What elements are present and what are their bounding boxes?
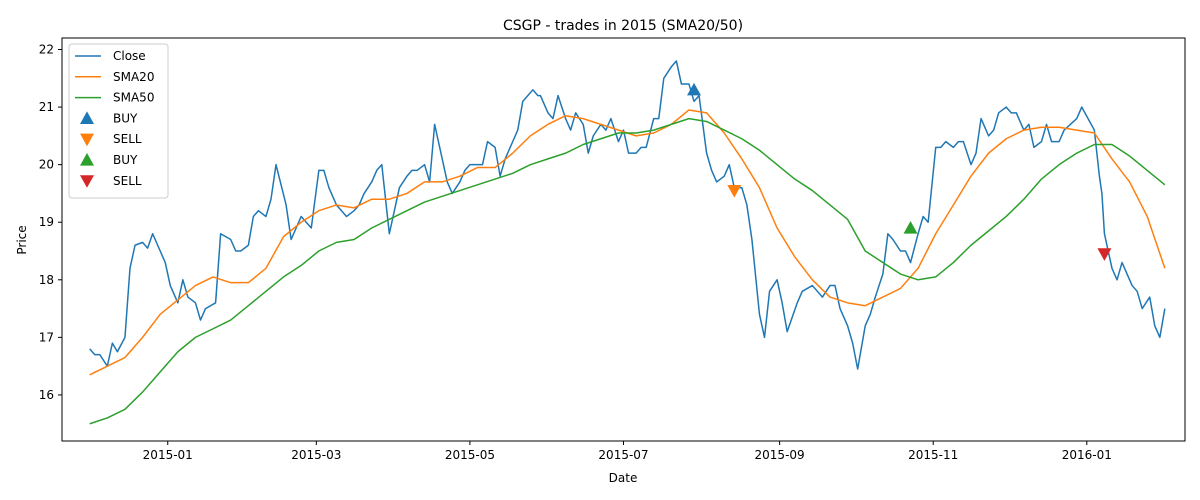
marker-buy-2 bbox=[903, 220, 918, 234]
x-axis: 2015-01 2015-03 2015-05 2015-07 2015-09 2015-… bbox=[143, 441, 1112, 462]
x-tick-label: 2015-09 bbox=[755, 448, 805, 462]
y-tick-label: 21 bbox=[39, 100, 54, 114]
legend-swatch bbox=[80, 133, 94, 147]
plot-area bbox=[89, 60, 1166, 425]
y-tick-label: 20 bbox=[39, 158, 54, 172]
x-tick-label: 2015-01 bbox=[143, 448, 193, 462]
marker-sell-3 bbox=[1097, 248, 1112, 261]
marker-buy-0 bbox=[687, 82, 702, 96]
y-tick-label: 19 bbox=[39, 215, 54, 229]
series-line-sma50 bbox=[89, 117, 1166, 425]
legend-label: Close bbox=[113, 49, 146, 63]
x-tick-label: 2015-07 bbox=[598, 448, 648, 462]
x-tick-label: 2015-11 bbox=[908, 448, 958, 462]
legend-label: BUY bbox=[113, 153, 138, 167]
legend-box bbox=[68, 43, 169, 199]
x-tick-label: 2015-05 bbox=[445, 448, 495, 462]
marker-sell-1 bbox=[727, 184, 742, 198]
legend-swatch bbox=[80, 153, 94, 166]
chart-title: CSGP - trades in 2015 (SMA20/50) bbox=[503, 18, 743, 34]
y-axis-label: Price bbox=[15, 225, 29, 254]
legend-swatch bbox=[80, 175, 94, 188]
legend-label: SELL bbox=[113, 174, 142, 188]
legend-label: BUY bbox=[113, 111, 138, 125]
y-tick-label: 17 bbox=[39, 330, 54, 344]
y-tick-label: 22 bbox=[39, 43, 54, 57]
x-tick-label: 2016-01 bbox=[1062, 448, 1112, 462]
legend-label: SELL bbox=[113, 132, 142, 146]
series-line-close bbox=[89, 60, 1166, 370]
x-axis-label: Date bbox=[609, 471, 638, 485]
legend-label: SMA50 bbox=[113, 91, 154, 105]
legend-label: SMA20 bbox=[113, 70, 154, 84]
y-tick-label: 18 bbox=[39, 273, 54, 287]
legend-swatch bbox=[80, 111, 94, 124]
x-tick-label: 2015-03 bbox=[291, 448, 341, 462]
y-axis: 16 17 18 19 20 21 22 bbox=[39, 43, 62, 402]
legend: Close SMA20 SMA50 BUY SELL BUY SELL bbox=[68, 43, 169, 199]
y-tick-label: 16 bbox=[39, 388, 54, 402]
